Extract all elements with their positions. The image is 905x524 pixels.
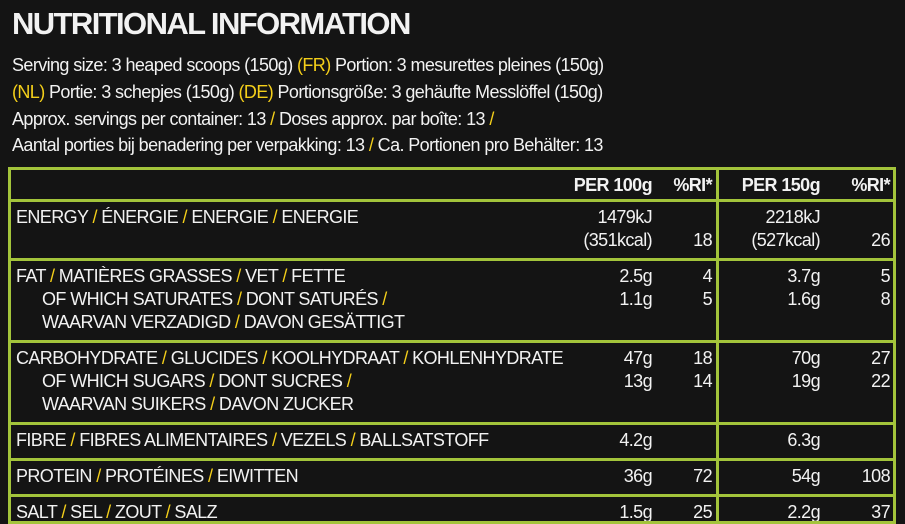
row-rule [8, 521, 896, 524]
column-header: %RI* [673, 175, 712, 195]
row-rule [8, 340, 896, 343]
nutrient-value: 6.3g [787, 430, 820, 450]
nutrient-value: (527kcal) [751, 230, 820, 250]
nutrient-value: 1.6g [787, 289, 820, 309]
nutrient-value: (351kcal) [583, 230, 652, 250]
nutrient-value: 70g [791, 348, 821, 368]
column-divider [716, 167, 719, 524]
serving-line: Approx. servings per container: 13 / Dos… [12, 109, 494, 129]
nutrient-value: 36g [623, 466, 653, 486]
nutrient-label: WAARVAN SUIKERS / DAVON ZUCKER [42, 394, 354, 414]
table-border [8, 167, 896, 170]
title: NUTRITIONAL INFORMATION [12, 6, 411, 41]
table-border [8, 167, 11, 524]
nutrient-value: 5 [880, 266, 891, 286]
serving-line: (NL) Portie: 3 schepjes (150g) (DE) Port… [12, 82, 603, 102]
nutrient-value: 1.5g [619, 502, 652, 522]
nutrient-value: 37 [871, 502, 890, 522]
row-rule [8, 258, 896, 261]
nutrient-label: CARBOHYDRATE / GLUCIDES / KOOLHYDRAAT / … [16, 348, 564, 368]
nutrient-value: 2.5g [619, 266, 652, 286]
nutrient-label: SALT / SEL / ZOUT / SALZ [16, 502, 218, 522]
serving-line: Serving size: 3 heaped scoops (150g) (FR… [12, 55, 604, 75]
nutrient-value: 14 [693, 371, 712, 391]
nutrient-value: 22 [871, 371, 890, 391]
nutrient-value: 19g [791, 371, 821, 391]
nutrient-label: WAARVAN VERZADIGD / DAVON GESÄTTIGT [42, 312, 405, 332]
nutrient-value: 26 [871, 230, 890, 250]
row-rule [8, 458, 896, 461]
nutrient-value: 2.2g [787, 502, 820, 522]
nutrient-value: 72 [693, 466, 712, 486]
nutrient-value: 108 [861, 466, 891, 486]
nutrient-label: FAT / MATIÈRES GRASSES / VET / FETTE [16, 266, 346, 286]
row-rule [8, 422, 896, 425]
nutrient-label: PROTEIN / PROTÉINES / EIWITTEN [16, 466, 299, 486]
nutrient-label: FIBRE / FIBRES ALIMENTAIRES / VEZELS / B… [16, 430, 489, 450]
column-header: PER 100g [573, 175, 653, 195]
column-header: PER 150g [741, 175, 821, 195]
nutrient-value: 1.1g [619, 289, 652, 309]
nutrient-value: 2218kJ [765, 207, 821, 227]
nutrient-value: 25 [693, 502, 712, 522]
nutrient-label: OF WHICH SATURATES / DONT SATURÉS / [42, 289, 387, 309]
nutrient-value: 18 [693, 348, 712, 368]
nutrient-value: 4.2g [619, 430, 652, 450]
nutrient-value: 27 [871, 348, 890, 368]
table-border [893, 167, 896, 524]
nutrient-value: 3.7g [787, 266, 820, 286]
column-header: %RI* [851, 175, 890, 195]
nutrient-value: 54g [791, 466, 821, 486]
nutrient-value: 4 [702, 266, 713, 286]
nutrient-value: 8 [880, 289, 891, 309]
nutrient-label: OF WHICH SUGARS / DONT SUCRES / [42, 371, 352, 391]
nutrient-label: ENERGY / ÉNERGIE / ENERGIE / ENERGIE [16, 207, 359, 227]
serving-line: Aantal porties bij benadering per verpak… [12, 135, 603, 155]
nutrient-value: 1479kJ [597, 207, 653, 227]
row-rule [8, 199, 896, 202]
row-rule [8, 494, 896, 497]
nutrient-value: 18 [693, 230, 712, 250]
nutrient-value: 13g [623, 371, 653, 391]
nutrient-value: 47g [623, 348, 653, 368]
nutrient-value: 5 [702, 289, 713, 309]
